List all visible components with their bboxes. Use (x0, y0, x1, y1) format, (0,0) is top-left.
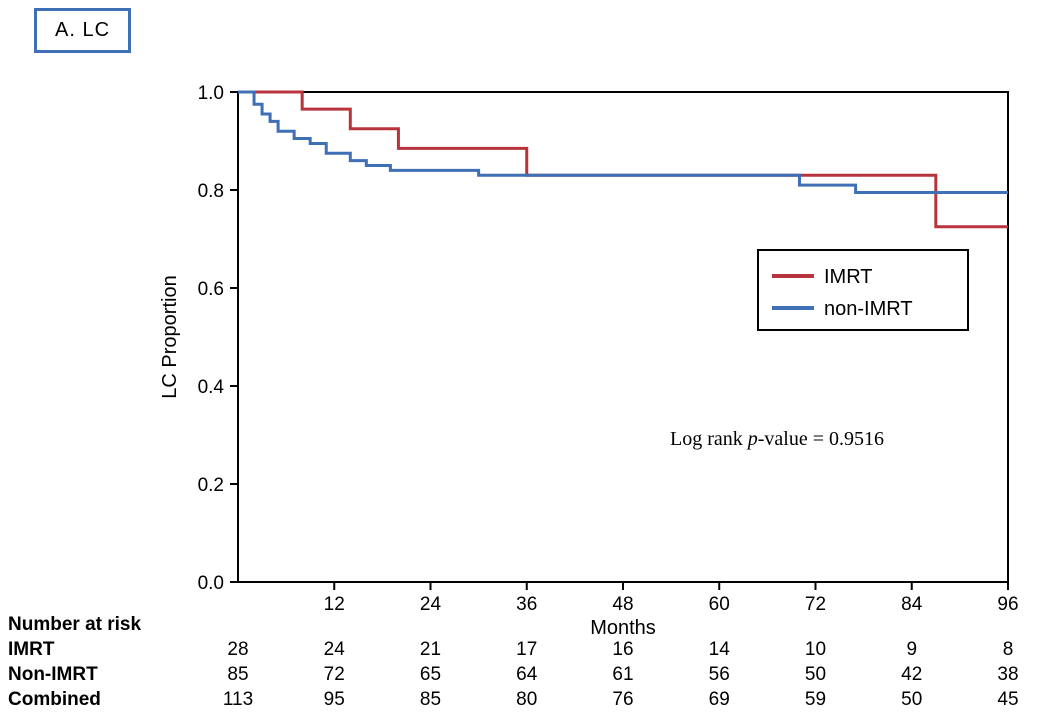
risk-cell: 28 (190, 639, 286, 661)
risk-cell: 38 (960, 664, 1050, 686)
risk-cell: 21 (382, 639, 478, 661)
number-at-risk-table: Number at riskIMRT2824211716141098Non-IM… (8, 612, 1050, 712)
risk-cell: 14 (671, 639, 767, 661)
risk-cell: 95 (286, 689, 382, 711)
table-row: Non-IMRT857265646156504238 (8, 662, 1050, 687)
table-row: IMRT2824211716141098 (8, 637, 1050, 662)
figure-container: A. LC 0.00.20.40.60.81.01224364860728496… (0, 0, 1050, 717)
risk-header-label: Number at risk (8, 614, 238, 636)
y-tick-label: 0.0 (198, 573, 224, 594)
risk-cell: 24 (286, 639, 382, 661)
y-tick-label: 0.2 (198, 475, 224, 496)
risk-cell: 8 (960, 639, 1050, 661)
risk-cell: 50 (864, 689, 960, 711)
risk-cell: 80 (479, 689, 575, 711)
risk-cell: 50 (767, 664, 863, 686)
y-tick-label: 0.4 (198, 377, 225, 398)
risk-cell: 56 (671, 664, 767, 686)
y-tick-label: 0.8 (198, 181, 224, 202)
km-chart: 0.00.20.40.60.81.01224364860728496Months… (0, 0, 1050, 717)
y-tick-label: 1.0 (198, 83, 224, 104)
risk-cell: 45 (960, 689, 1050, 711)
risk-cell: 9 (864, 639, 960, 661)
y-axis-label: LC Proportion (159, 275, 181, 398)
table-row: Combined1139585807669595045 (8, 687, 1050, 712)
legend-label: IMRT (824, 266, 873, 288)
risk-cell: 113 (190, 689, 286, 711)
legend-label: non-IMRT (824, 298, 913, 320)
risk-cell: 59 (767, 689, 863, 711)
series-non-imrt (238, 92, 1008, 192)
y-tick-label: 0.6 (198, 279, 224, 300)
risk-cell: 61 (575, 664, 671, 686)
risk-cell: 10 (767, 639, 863, 661)
risk-cell: 42 (864, 664, 960, 686)
plot-border (238, 92, 1008, 582)
logrank-annotation: Log rank p-value = 0.9516 (670, 428, 884, 450)
risk-cell: 17 (479, 639, 575, 661)
risk-cell: 64 (479, 664, 575, 686)
risk-header-row: Number at risk (8, 612, 1050, 637)
risk-cell: 85 (190, 664, 286, 686)
risk-cell: 69 (671, 689, 767, 711)
risk-cell: 85 (382, 689, 478, 711)
risk-cell: 65 (382, 664, 478, 686)
risk-cell: 16 (575, 639, 671, 661)
risk-cell: 76 (575, 689, 671, 711)
risk-cell: 72 (286, 664, 382, 686)
